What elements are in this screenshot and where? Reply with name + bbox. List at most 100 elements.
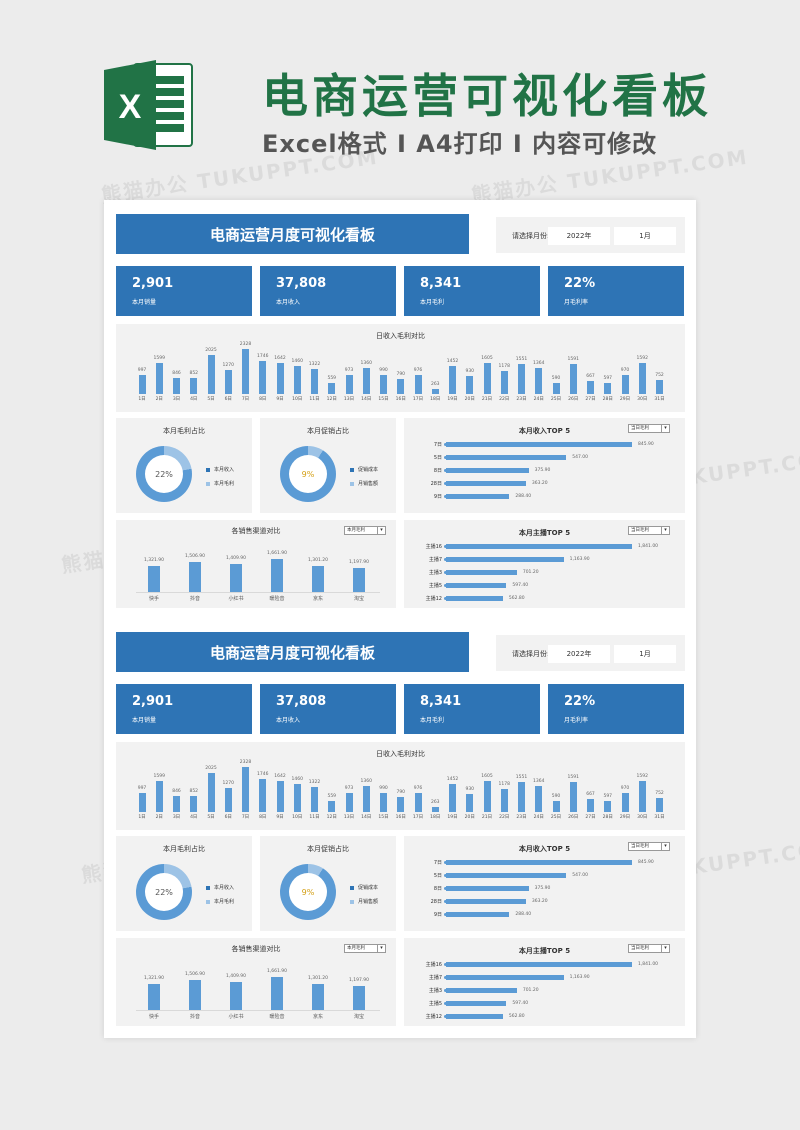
hbar-marker [444,861,447,864]
hbar-category-label: 8日 [433,468,442,474]
daily-x-label: 13日 [343,397,355,402]
daily-value-label: 1642 [274,773,286,779]
channel-dropdown[interactable]: 本月毛利 ▾ [344,944,386,953]
promo-share-panel: 本月促销占比 9% 促销成本 月销售额 [260,836,396,931]
hbar [446,455,567,460]
promo-share-panel: 本月促销占比 9% 促销成本 月销售额 [260,418,396,513]
profit-share-panel: 本月毛利占比 22% 本月收入 本月毛利 [116,418,252,513]
daily-x-label: 9日 [276,397,284,402]
daily-x-label: 12日 [326,815,337,820]
daily-bar [138,374,146,394]
dashboard-title: 电商运营月度可视化看板 [116,214,469,254]
daily-bar [380,793,387,812]
year-select[interactable]: 2022年 [548,227,610,245]
daily-bar [483,363,491,394]
daily-bar [552,800,560,812]
daily-x-label: 31日 [654,815,665,820]
daily-x-label: 15日 [378,397,389,402]
daily-x-label: 8日 [259,397,267,402]
channel-value-label: 1,321.90 [143,557,165,563]
daily-x-label: 13日 [343,815,355,820]
daily-value-label: 667 [586,792,595,798]
anchor-top5-dropdown[interactable]: 当日毛利 ▾ [628,526,670,535]
revenue-top5-dropdown[interactable]: 当日毛利 ▾ [628,424,670,433]
daily-value-label: 2025 [205,348,217,354]
daily-bar [293,366,301,394]
hbar [446,988,517,993]
profit-share-donut: 22% [136,864,192,920]
daily-x-label: 30日 [637,815,648,820]
daily-bar [328,801,336,812]
hbar-value-label: 1,841.00 [638,962,659,967]
kpi-label: 月毛利率 [564,717,589,724]
channel-value-label: 1,301.20 [307,975,329,981]
daily-value-label: 1605 [481,774,493,780]
daily-bar [466,794,474,812]
channel-value-label: 1,409.90 [225,973,247,979]
anchor-top5-title: 本月主播TOP 5 [518,947,571,955]
hbar-category-label: 28日 [430,481,442,487]
daily-value-label: 846 [172,788,181,794]
hbar-marker [444,443,447,446]
channel-value-label: 1,661.90 [266,550,288,556]
dashboard: 电商运营月度可视化看板 请选择月份: 2022年 1月 2,901 本月销量 3… [116,632,685,1032]
daily-value-label: 1270 [222,362,234,368]
month-selector-label: 请选择月份: [512,232,550,240]
revenue-top5-dropdown[interactable]: 当日毛利 ▾ [628,842,670,851]
channel-value-label: 1,321.90 [143,975,165,981]
daily-chart-title: 日收入毛利对比 [376,332,425,340]
daily-x-label: 29日 [619,815,631,820]
hbar-category-label: 主播12 [425,596,442,602]
daily-value-label: 1642 [274,355,286,361]
hbar-marker [444,571,447,574]
daily-bar [638,363,646,394]
daily-x-label: 16日 [395,397,406,402]
hbar [446,442,632,447]
year-select[interactable]: 2022年 [548,645,610,663]
channel-bar [189,979,201,1010]
daily-bar [362,367,370,394]
channel-title: 各销售渠道对比 [231,527,281,535]
hbar-marker [444,558,447,561]
daily-x-label: 26日 [568,397,579,402]
profit-share-center: 22% [155,887,173,897]
daily-bar [224,787,232,812]
daily-value-label: 970 [620,786,630,792]
daily-bar [397,378,405,394]
channel-bar [271,558,283,592]
kpi-label: 本月销量 [132,299,157,306]
channel-x-label: 暖险音 [269,1014,285,1020]
promo-share-donut: 9% [280,446,336,502]
channel-x-label: 快手 [148,1014,160,1020]
hbar [446,886,529,891]
daily-bar [224,369,232,394]
daily-x-label: 1日 [138,815,146,820]
month-select[interactable]: 1月 [614,645,676,663]
channel-value-label: 1,197.90 [348,560,370,566]
daily-x-label: 11日 [309,815,320,820]
hbar-marker [444,963,447,966]
hbar-value-label: 1,841.00 [638,544,659,549]
legend-item: 月销售额 [350,898,378,905]
daily-value-label: 1599 [153,774,165,780]
anchor-top5-dropdown[interactable]: 当日毛利 ▾ [628,944,670,953]
promo-share-title: 本月促销占比 [307,427,349,435]
channel-title: 各销售渠道对比 [231,945,281,953]
hbar-category-label: 8日 [433,886,442,892]
hbar-value-label: 375.90 [534,468,551,473]
revenue-top5-panel: 本月收入TOP 5 当日毛利 ▾ 7日 845.90 5日 547.00 8日 375.90… [404,836,685,931]
daily-value-label: 1591 [567,356,579,362]
chevron-down-icon: ▾ [377,527,385,534]
hbar-category-label: 主播16 [425,962,442,968]
hbar-category-label: 7日 [433,860,442,866]
hbar [446,873,567,878]
daily-value-label: 590 [551,375,561,381]
month-select[interactable]: 1月 [614,227,676,245]
daily-bar [449,366,456,394]
channel-dropdown[interactable]: 本月毛利 ▾ [344,526,386,535]
daily-bar [155,363,163,394]
daily-x-label: 7日 [241,815,250,820]
daily-x-label: 20日 [464,397,475,402]
daily-value-label: 790 [396,371,406,377]
daily-bar [604,382,612,394]
